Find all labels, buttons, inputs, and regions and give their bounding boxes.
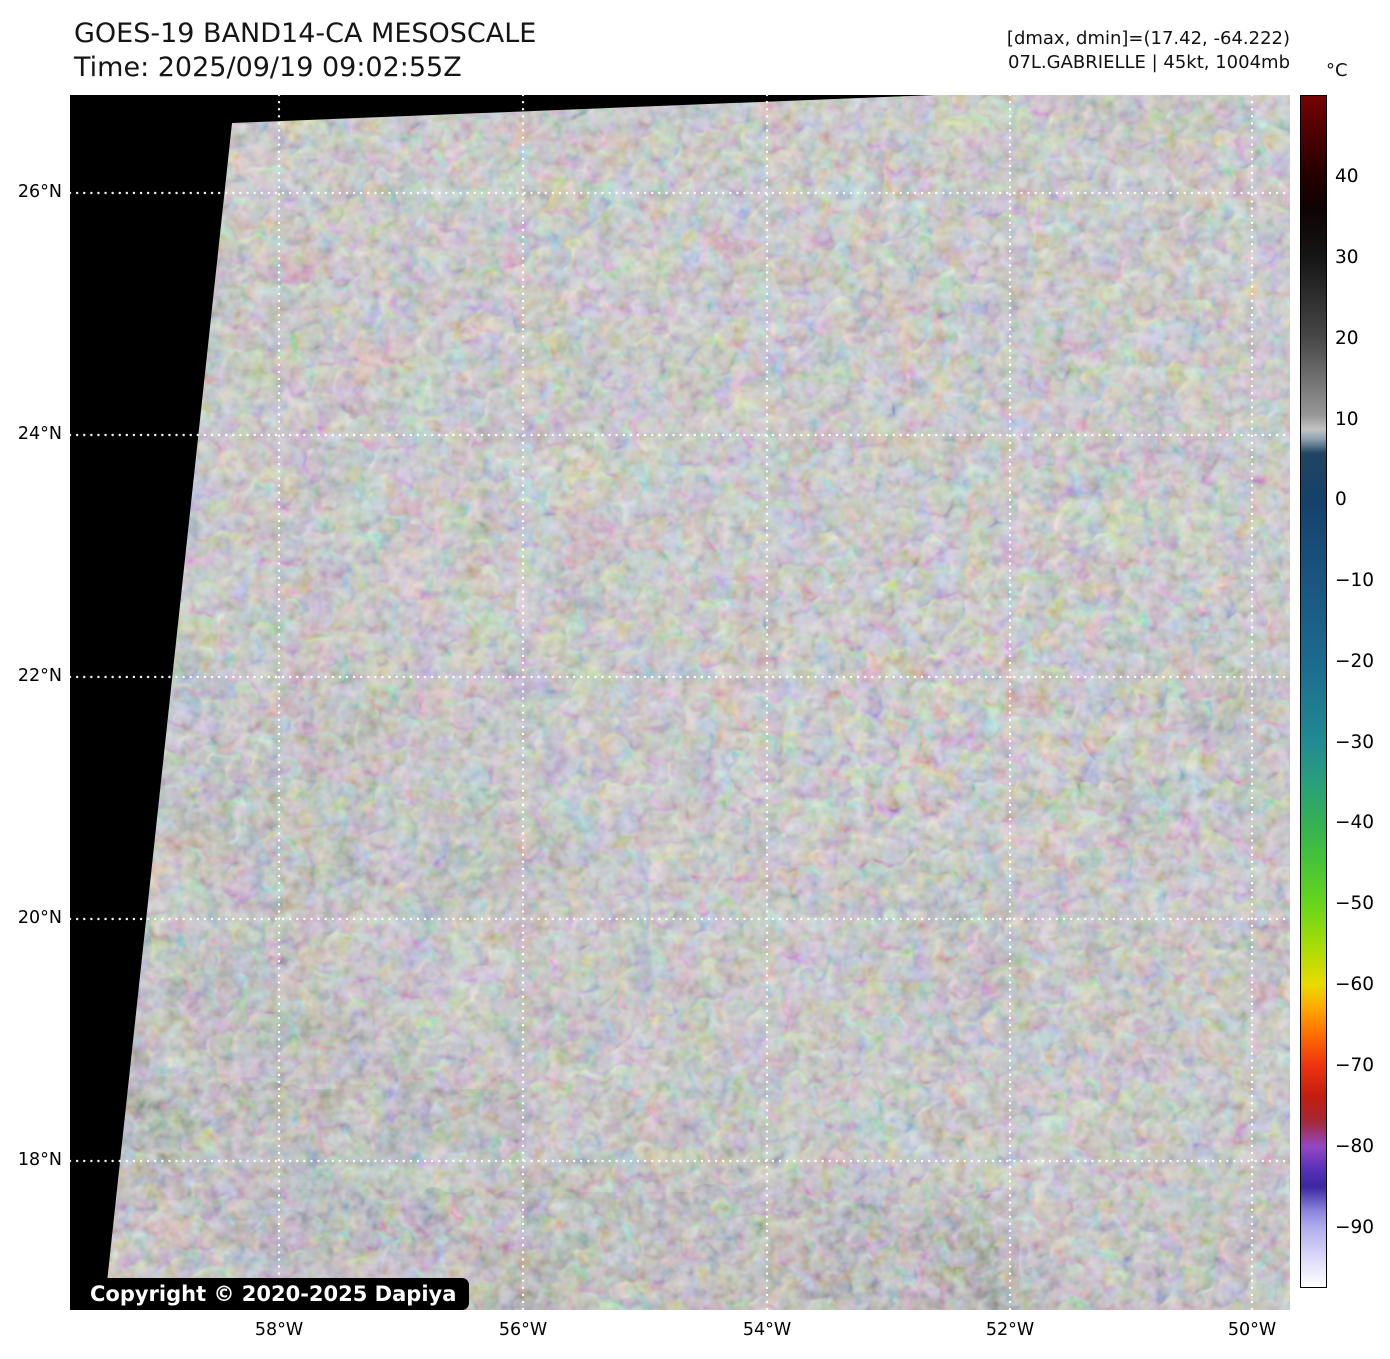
satellite-ir-image xyxy=(70,95,1290,1310)
lat-label-20n: 20°N xyxy=(17,908,62,928)
colorbar-tick: 40 xyxy=(1335,166,1359,187)
lon-label-54w: 54°W xyxy=(742,1320,792,1340)
colorbar-unit-label: °C xyxy=(1326,60,1348,81)
data-swath xyxy=(104,95,1290,1310)
colorbar-tick: −10 xyxy=(1335,570,1375,591)
lon-label-50w: 50°W xyxy=(1227,1320,1277,1340)
colorbar-tick: 20 xyxy=(1335,328,1359,349)
temperature-colorbar xyxy=(1300,95,1327,1288)
copyright-badge: Copyright © 2020-2025 Dapiya xyxy=(77,1278,470,1310)
figure-title: GOES-19 BAND14-CA MESOSCALE xyxy=(74,18,537,49)
colorbar-tick: 30 xyxy=(1335,247,1359,268)
lat-label-26n: 26°N xyxy=(17,182,62,202)
lon-label-58w: 58°W xyxy=(254,1320,304,1340)
lon-label-52w: 52°W xyxy=(985,1320,1035,1340)
storm-intensity-readout: 07L.GABRIELLE | 45kt, 1004mb xyxy=(1008,52,1290,73)
colorbar-tick: −70 xyxy=(1335,1055,1375,1076)
colorbar-tick: −20 xyxy=(1335,651,1375,672)
colorbar-tick: 10 xyxy=(1335,409,1359,430)
lat-label-18n: 18°N xyxy=(17,1150,62,1170)
colorbar-tick: −60 xyxy=(1335,974,1375,995)
colorbar-tick: 0 xyxy=(1335,489,1347,510)
lat-label-24n: 24°N xyxy=(17,424,62,444)
lat-label-22n: 22°N xyxy=(17,666,62,686)
graticule xyxy=(70,95,1290,1310)
lon-label-56w: 56°W xyxy=(498,1320,548,1340)
colorbar-tick: −80 xyxy=(1335,1136,1375,1157)
colorbar-tick: −50 xyxy=(1335,893,1375,914)
figure-timestamp: Time: 2025/09/19 09:02:55Z xyxy=(74,52,462,83)
colorbar-tick: −40 xyxy=(1335,812,1375,833)
colorbar-tick: −30 xyxy=(1335,732,1375,753)
colorbar-tick: −90 xyxy=(1335,1217,1375,1238)
dmax-dmin-readout: [dmax, dmin]=(17.42, -64.222) xyxy=(1006,28,1290,49)
